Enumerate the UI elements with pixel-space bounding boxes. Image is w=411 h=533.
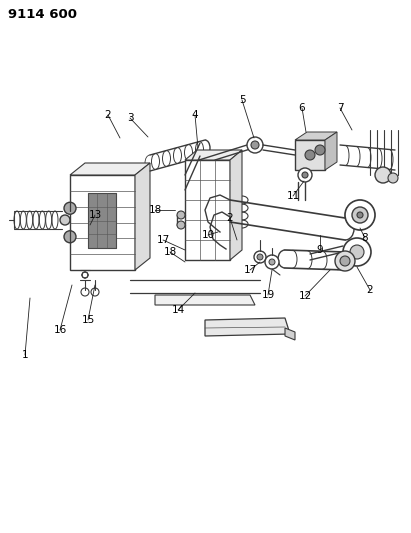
Circle shape	[60, 215, 70, 225]
Text: 13: 13	[88, 210, 102, 220]
Text: 2: 2	[227, 213, 233, 223]
Circle shape	[305, 150, 315, 160]
Circle shape	[251, 141, 259, 149]
Circle shape	[177, 221, 185, 229]
Text: 17: 17	[156, 235, 170, 245]
Circle shape	[64, 231, 76, 243]
Text: 18: 18	[164, 247, 177, 257]
Text: 8: 8	[362, 233, 368, 243]
Circle shape	[298, 168, 312, 182]
Text: 16: 16	[53, 325, 67, 335]
Circle shape	[345, 200, 375, 230]
Text: 15: 15	[81, 315, 95, 325]
Text: 17: 17	[243, 265, 256, 275]
Circle shape	[247, 137, 263, 153]
Circle shape	[269, 259, 275, 265]
Text: 9114 600: 9114 600	[8, 7, 77, 20]
Circle shape	[265, 255, 279, 269]
Polygon shape	[205, 318, 290, 336]
Circle shape	[352, 207, 368, 223]
Polygon shape	[230, 150, 242, 260]
Text: 6: 6	[299, 103, 305, 113]
Polygon shape	[155, 295, 255, 305]
Circle shape	[254, 251, 266, 263]
Polygon shape	[135, 163, 150, 270]
Circle shape	[335, 251, 355, 271]
Text: 3: 3	[127, 113, 133, 123]
Polygon shape	[325, 132, 337, 170]
Text: 7: 7	[337, 103, 343, 113]
Text: 14: 14	[171, 305, 185, 315]
Circle shape	[257, 254, 263, 260]
Bar	[88, 193, 116, 248]
Circle shape	[388, 173, 398, 183]
Text: 2: 2	[105, 110, 111, 120]
Text: 11: 11	[286, 191, 300, 201]
Circle shape	[343, 238, 371, 266]
Polygon shape	[285, 328, 295, 340]
Circle shape	[340, 256, 350, 266]
Text: 1: 1	[22, 350, 28, 360]
Circle shape	[302, 172, 308, 178]
Circle shape	[350, 245, 364, 259]
Circle shape	[375, 167, 391, 183]
Polygon shape	[185, 150, 242, 160]
Text: 5: 5	[239, 95, 245, 105]
Text: 18: 18	[148, 205, 162, 215]
Polygon shape	[70, 163, 150, 175]
Text: 9: 9	[317, 245, 323, 255]
Bar	[70, 175, 135, 270]
Text: 12: 12	[298, 291, 312, 301]
Polygon shape	[295, 132, 337, 140]
Text: 10: 10	[201, 230, 215, 240]
Text: 19: 19	[261, 290, 275, 300]
Circle shape	[357, 212, 363, 218]
Text: 2: 2	[367, 285, 373, 295]
Text: 4: 4	[192, 110, 199, 120]
Bar	[185, 160, 230, 260]
Circle shape	[177, 211, 185, 219]
Circle shape	[64, 202, 76, 214]
Bar	[295, 140, 325, 170]
Circle shape	[315, 145, 325, 155]
